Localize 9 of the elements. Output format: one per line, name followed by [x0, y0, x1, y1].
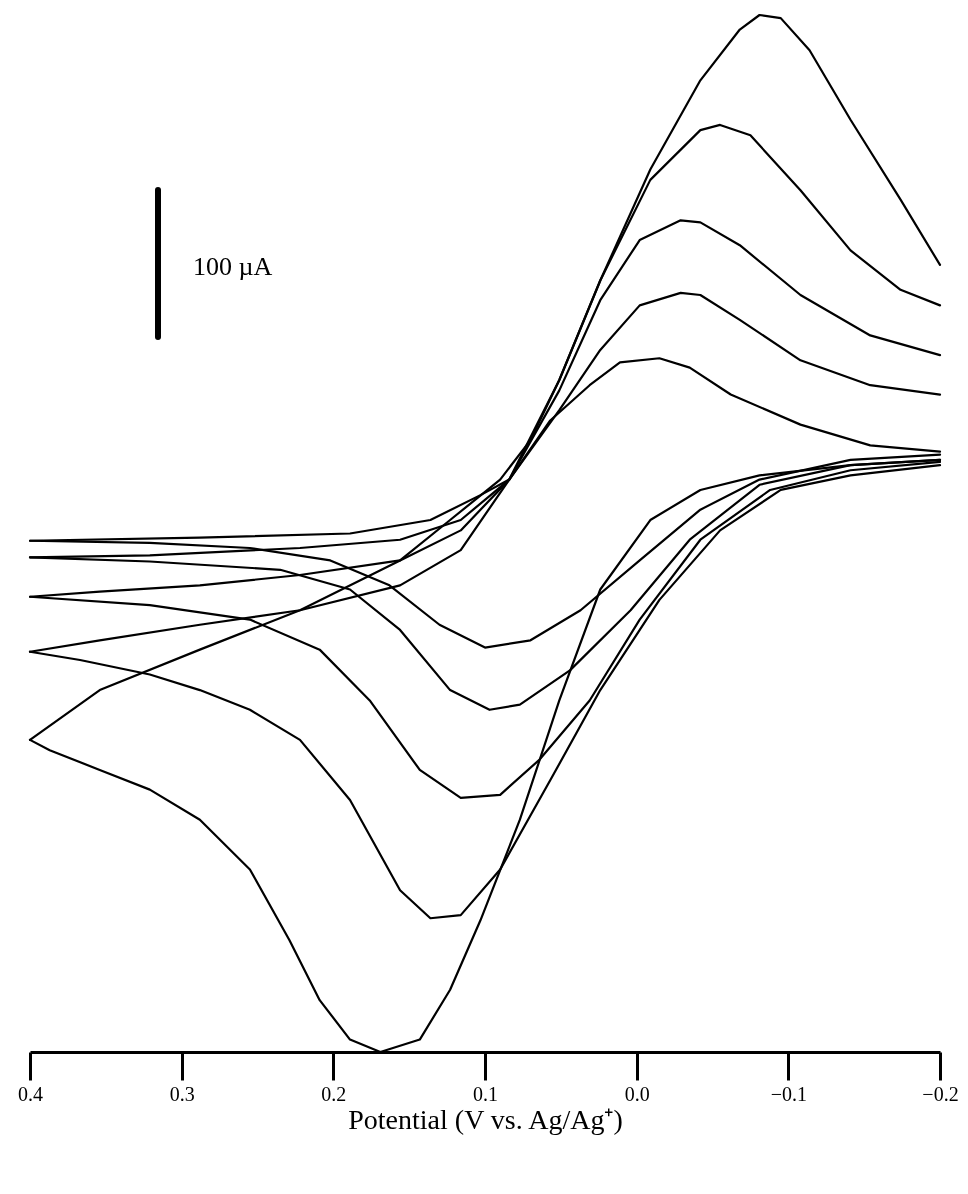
- annotation: 100 µA: [193, 252, 273, 282]
- x-tick-label: −0.2: [922, 1082, 959, 1105]
- x-tick-label: 0.4: [18, 1082, 43, 1105]
- x-tick-label: −0.1: [770, 1082, 807, 1105]
- x-axis-title: Potential (V vs. Ag/Ag⁺): [348, 1103, 623, 1135]
- x-tick-label: 0.2: [321, 1082, 347, 1105]
- x-tick-label: 0.0: [624, 1082, 650, 1105]
- x-tick-label: 0.3: [169, 1082, 195, 1105]
- x-tick-label: 0.1: [473, 1082, 498, 1105]
